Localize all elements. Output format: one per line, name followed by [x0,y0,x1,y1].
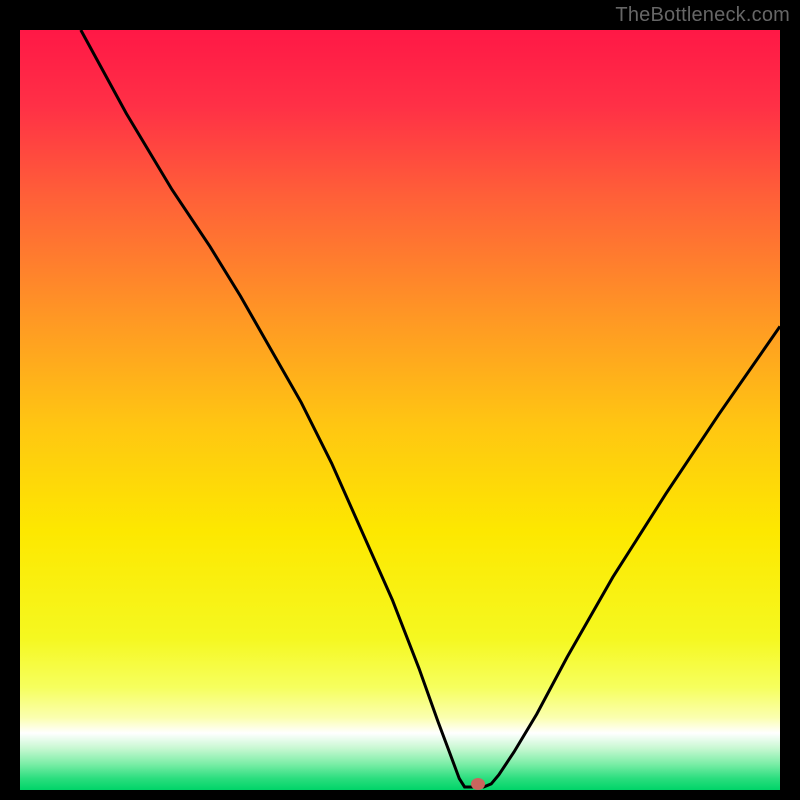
curve-svg [20,30,780,790]
plot-area [20,30,780,790]
watermark-text: TheBottleneck.com [615,4,790,27]
chart-frame: TheBottleneck.com [0,0,800,800]
bottleneck-curve [81,30,780,787]
optimal-marker [471,778,485,790]
